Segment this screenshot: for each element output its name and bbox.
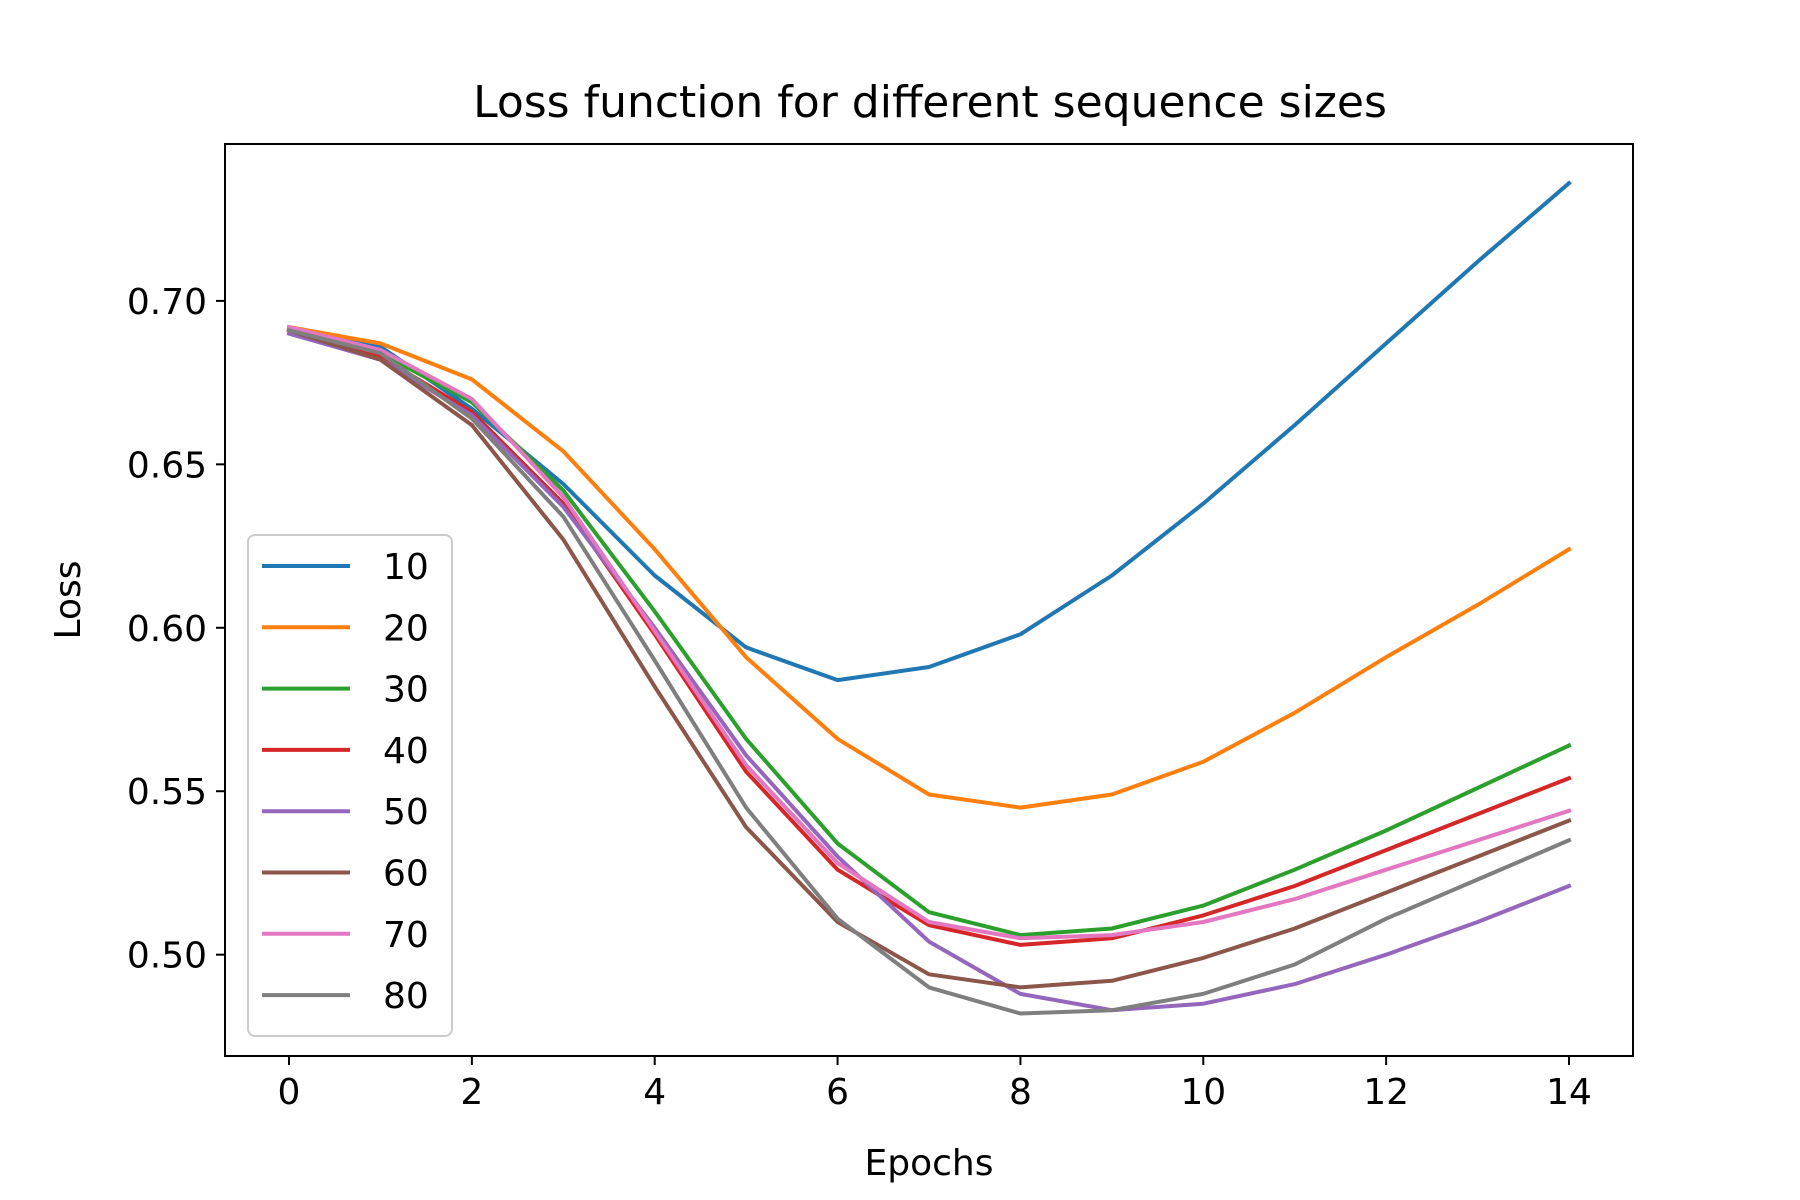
x-tick-label: 6 [826,1072,849,1113]
series-line-60 [286,327,1572,990]
legend: 10 20 30 40 50 60 70 80 [247,534,453,1037]
series-line-70 [286,324,1572,941]
x-axis: 0 2 4 6 8 10 12 14 [278,1056,1592,1113]
series-line-80 [286,327,1572,1016]
y-tick-label: 0.60 [127,609,207,650]
series-line-50 [286,331,1572,1013]
y-tick-label: 0.70 [127,282,207,323]
series-layer [286,180,1572,1016]
series-line-10 [286,180,1572,683]
chart-title: Loss function for different sequence siz… [473,77,1387,128]
x-tick-label: 12 [1363,1072,1409,1113]
y-axis: 0.50 0.55 0.60 0.65 0.70 [127,282,225,977]
x-tick-label: 2 [460,1072,483,1113]
legend-box [247,534,453,1037]
x-tick-label: 8 [1009,1072,1032,1113]
y-tick-label: 0.65 [127,445,207,486]
legend-label-60: 60 [383,854,429,895]
x-tick-label: 14 [1546,1072,1592,1113]
legend-label-40: 40 [383,731,429,772]
plot-frame [224,143,1634,1057]
x-axis-label: Epochs [865,1143,994,1184]
x-tick-label: 4 [643,1072,666,1113]
legend-label-30: 30 [383,670,429,711]
y-tick-label: 0.50 [127,936,207,977]
legend-label-80: 80 [383,976,429,1017]
y-tick-label: 0.55 [127,772,207,813]
x-tick-label: 10 [1180,1072,1226,1113]
legend-label-10: 10 [383,547,429,588]
x-tick-label: 0 [278,1072,301,1113]
legend-label-50: 50 [383,792,429,833]
series-line-20 [286,324,1572,810]
legend-label-70: 70 [383,915,429,956]
series-line-40 [286,327,1572,947]
legend-label-20: 20 [383,608,429,649]
y-axis-label: Loss [48,561,89,640]
